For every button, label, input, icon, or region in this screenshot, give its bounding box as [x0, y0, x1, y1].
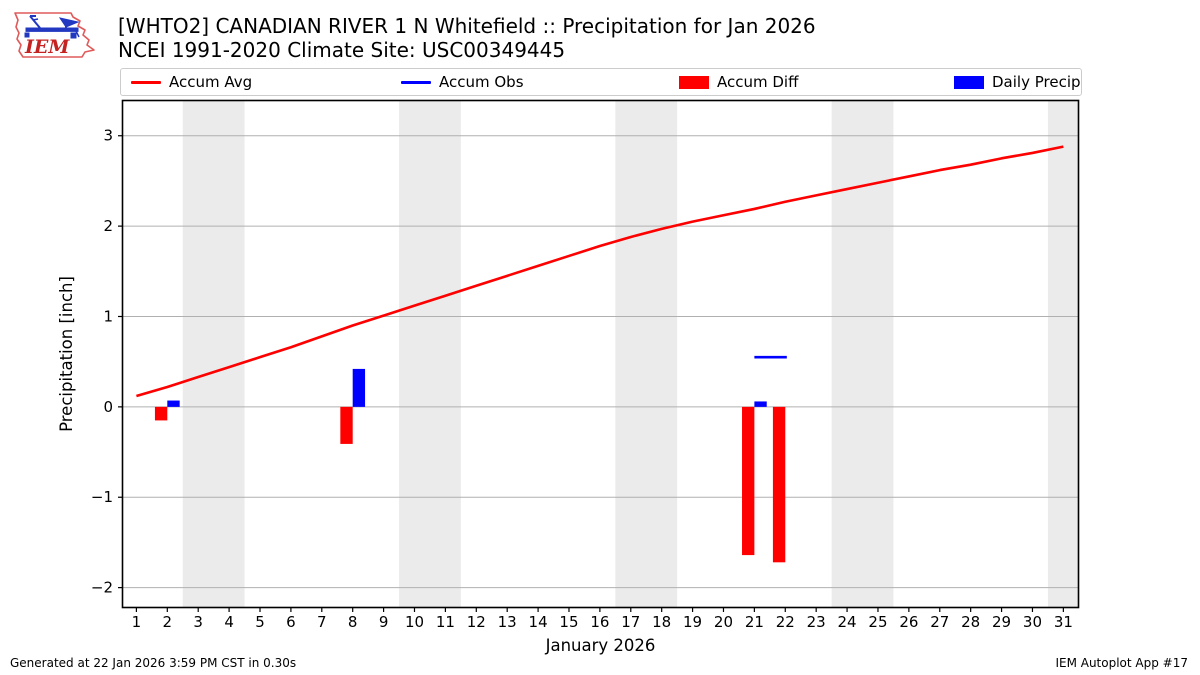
x-tick-label: 29 — [992, 613, 1011, 631]
x-tick-label: 14 — [529, 613, 548, 631]
x-tick-label: 17 — [621, 613, 640, 631]
chart-legend: Accum Avg Accum Obs Accum Diff Daily Pre… — [120, 68, 1082, 96]
title-line1: [WHTO2] CANADIAN RIVER 1 N Whitefield ::… — [118, 14, 816, 38]
x-tick-label: 19 — [683, 613, 702, 631]
x-tick-label: 16 — [590, 613, 609, 631]
x-tick-label: 25 — [868, 613, 887, 631]
x-tick-label: 28 — [961, 613, 980, 631]
weekend-band — [399, 100, 461, 608]
y-tick-label: 1 — [103, 307, 113, 325]
x-tick-label: 26 — [899, 613, 918, 631]
title-line2: NCEI 1991-2020 Climate Site: USC00349445 — [118, 38, 566, 62]
x-tick-label: 8 — [348, 613, 358, 631]
x-tick-label: 22 — [776, 613, 795, 631]
daily-precip-swatch — [954, 75, 984, 89]
accum-obs-swatch — [401, 80, 431, 84]
x-tick-label: 1 — [132, 613, 142, 631]
y-tick-label: −1 — [91, 488, 113, 506]
x-tick-label: 11 — [436, 613, 455, 631]
weekend-band — [831, 100, 894, 608]
x-tick-label: 31 — [1054, 613, 1073, 631]
weekend-band — [615, 100, 678, 608]
accum-diff-bar — [742, 406, 755, 556]
x-tick-label: 18 — [652, 613, 671, 631]
x-tick-label: 21 — [745, 613, 764, 631]
y-tick-label: 0 — [103, 398, 113, 416]
x-tick-label: 4 — [224, 613, 234, 631]
legend-item-accum-avg: Accum Avg — [131, 69, 252, 95]
x-tick-label: 5 — [255, 613, 265, 631]
x-tick-label: 6 — [286, 613, 296, 631]
legend-item-accum-diff: Accum Diff — [679, 69, 798, 95]
daily-precip-bar — [352, 368, 366, 407]
x-tick-label: 23 — [807, 613, 826, 631]
plot-border — [121, 99, 1080, 609]
x-tick-label: 30 — [1023, 613, 1042, 631]
x-tick-label: 10 — [405, 613, 424, 631]
accum-diff-bar — [772, 406, 786, 563]
x-tick-label: 3 — [193, 613, 203, 631]
y-axis-label: Precipitation [inch] — [57, 276, 76, 432]
accum-diff-bar — [340, 406, 353, 444]
accum-avg-swatch — [131, 80, 161, 84]
iem-logo: IEM — [14, 12, 95, 58]
app-credit: IEM Autoplot App #17 — [1055, 656, 1188, 670]
legend-label: Accum Obs — [439, 73, 524, 91]
daily-precip-bar — [167, 400, 180, 407]
weathervane-icon — [24, 15, 80, 39]
weekend-band — [1047, 100, 1079, 608]
accum-diff-swatch — [679, 75, 709, 89]
x-tick-label: 7 — [317, 613, 327, 631]
logo-text: IEM — [24, 36, 70, 58]
accum-avg-line — [136, 145, 1064, 398]
y-tick-label: 3 — [103, 127, 113, 145]
legend-item-daily-precip: Daily Precip — [954, 69, 1081, 95]
x-tick-label: 9 — [379, 613, 389, 631]
legend-label: Daily Precip — [992, 73, 1081, 91]
x-tick-label: 20 — [714, 613, 733, 631]
x-tick-label: 15 — [559, 613, 578, 631]
y-tick-label: −2 — [91, 579, 113, 597]
x-tick-label: 24 — [838, 613, 857, 631]
y-tick-label: 2 — [103, 217, 113, 235]
x-tick-label: 12 — [467, 613, 486, 631]
x-tick-label: 2 — [163, 613, 173, 631]
x-tick-label: 13 — [498, 613, 517, 631]
weekend-band — [182, 100, 245, 608]
accum-diff-bar — [154, 406, 168, 421]
page-title: [WHTO2] CANADIAN RIVER 1 N Whitefield ::… — [118, 14, 816, 62]
legend-item-accum-obs: Accum Obs — [401, 69, 524, 95]
x-axis-label: January 2026 — [545, 636, 656, 655]
daily-precip-bar — [754, 401, 767, 407]
x-tick-label: 27 — [930, 613, 949, 631]
generated-timestamp: Generated at 22 Jan 2026 3:59 PM CST in … — [10, 656, 297, 670]
legend-label: Accum Diff — [717, 73, 799, 91]
legend-label: Accum Avg — [169, 73, 253, 91]
